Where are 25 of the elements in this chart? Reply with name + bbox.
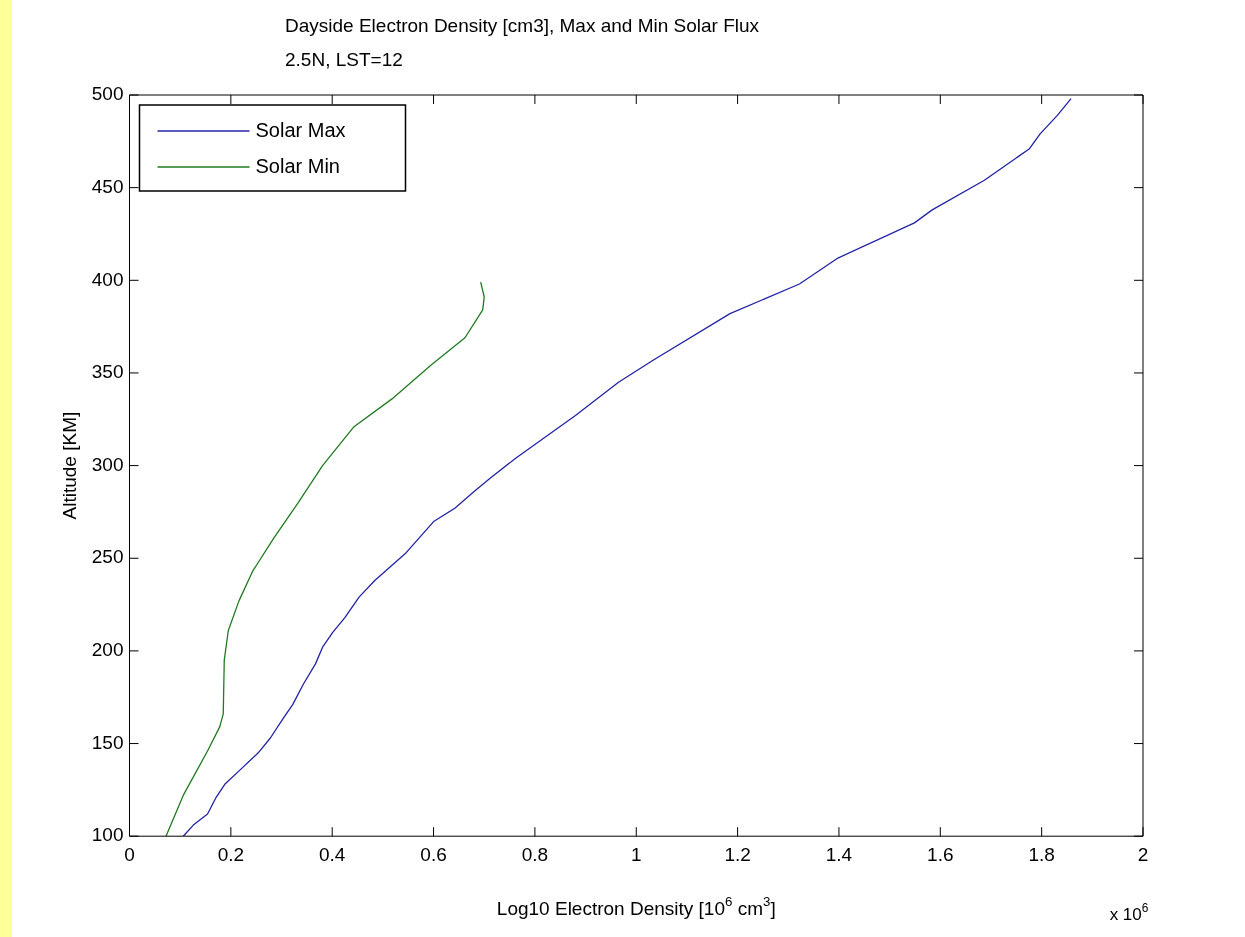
x-tick-label: 0.2 bbox=[217, 843, 245, 865]
x-tick-label: 1 bbox=[630, 843, 642, 865]
y-tick-label: 150 bbox=[91, 731, 124, 753]
y-tick-label: 500 bbox=[91, 83, 124, 105]
x-tick-label: 1.4 bbox=[825, 843, 853, 865]
y-tick-label: 100 bbox=[91, 824, 124, 846]
chart-title: Dayside Electron Density [cm3], Max and Min Solar Flux bbox=[285, 15, 760, 36]
x-tick-label: 0.8 bbox=[521, 843, 549, 865]
y-tick-label: 200 bbox=[91, 639, 124, 661]
y-tick-label: 450 bbox=[91, 175, 124, 197]
legend-label: Solar Min bbox=[255, 154, 340, 177]
y-axis-title: Altitude [KM] bbox=[58, 411, 80, 520]
legend-label: Solar Max bbox=[255, 118, 346, 141]
x-tick-label: 0.4 bbox=[318, 843, 346, 865]
y-tick-label: 250 bbox=[91, 546, 124, 568]
x-tick-label: 0.6 bbox=[420, 843, 447, 865]
x-tick-label: 0 bbox=[124, 843, 135, 865]
y-tick-label: 400 bbox=[91, 268, 124, 290]
x-tick-label: 1.2 bbox=[724, 843, 751, 865]
y-tick-label: 350 bbox=[91, 361, 124, 383]
y-tick-label: 300 bbox=[91, 453, 124, 475]
chart-subtitle: 2.5N, LST=12 bbox=[285, 49, 403, 70]
x-tick-label: 2 bbox=[1137, 843, 1149, 865]
x-tick-label: 1.6 bbox=[927, 843, 954, 865]
x-tick-label: 1.8 bbox=[1028, 843, 1055, 865]
